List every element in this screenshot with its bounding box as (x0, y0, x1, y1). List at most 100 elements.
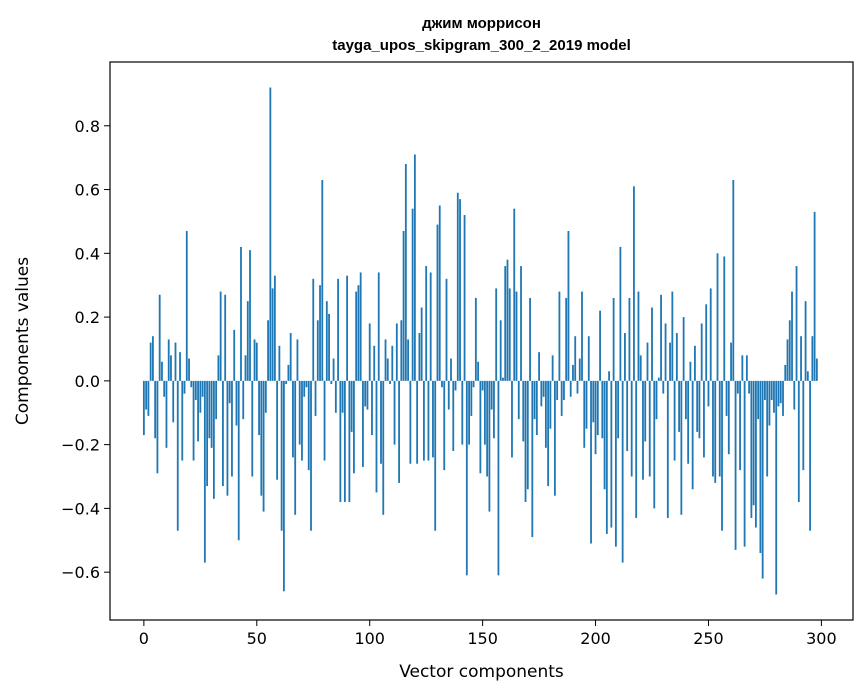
bar (761, 380, 764, 579)
bar (328, 313, 330, 381)
bar (678, 380, 681, 432)
bar (273, 275, 276, 381)
bar (741, 355, 744, 381)
bar (226, 380, 229, 496)
bar (479, 380, 482, 474)
bar (470, 380, 473, 416)
bar (219, 291, 222, 381)
bar (594, 380, 597, 455)
bar (558, 291, 561, 381)
bar (355, 291, 358, 381)
bar (203, 380, 206, 563)
bar (612, 297, 615, 381)
bar (495, 288, 498, 381)
bar (608, 371, 610, 381)
bar (531, 380, 534, 538)
bar (285, 380, 288, 385)
bar (730, 342, 732, 381)
bar (567, 230, 570, 381)
bar (461, 380, 464, 445)
bar (585, 380, 588, 429)
bar (199, 380, 202, 413)
bar (407, 339, 410, 381)
bar (296, 339, 299, 381)
bar (262, 380, 265, 512)
bar (660, 294, 662, 381)
bar (515, 291, 518, 381)
bar (642, 380, 644, 480)
bar (486, 380, 489, 477)
bar (319, 285, 321, 381)
bar (416, 380, 419, 464)
bar (271, 288, 274, 381)
bar (152, 336, 154, 381)
bar (705, 304, 708, 381)
bar (605, 380, 608, 534)
bar (179, 352, 181, 381)
bar (721, 380, 723, 531)
bar (511, 380, 513, 458)
bar (481, 380, 484, 391)
bar (276, 380, 279, 480)
bar (454, 380, 457, 391)
bar (294, 380, 297, 515)
bar (689, 361, 692, 381)
bar (411, 208, 414, 381)
bar (447, 380, 450, 410)
bar (502, 377, 504, 381)
bar (477, 361, 480, 381)
bar (371, 380, 373, 436)
bar (307, 380, 310, 471)
bar (450, 358, 452, 381)
bar (201, 380, 204, 397)
bar (253, 339, 256, 381)
bar (264, 380, 267, 413)
bar (185, 230, 188, 381)
bar (194, 380, 197, 400)
bar (224, 294, 227, 381)
bar (212, 380, 215, 499)
y-tick-label: −0.2 (61, 436, 100, 455)
bar (395, 323, 398, 381)
bar (493, 380, 495, 439)
bar (648, 380, 651, 477)
bar (292, 380, 294, 458)
bar (483, 380, 486, 445)
y-tick-label: −0.6 (61, 563, 100, 582)
bar (619, 246, 622, 381)
bar (533, 380, 536, 420)
bar (321, 179, 324, 381)
bar (359, 272, 362, 381)
bar (348, 380, 351, 503)
bar (759, 380, 762, 554)
bar (707, 380, 710, 407)
bar (675, 333, 678, 381)
bar (775, 380, 778, 595)
bar (806, 371, 809, 381)
bar (305, 380, 308, 388)
bar (651, 307, 653, 381)
bar (156, 380, 159, 474)
bar (402, 230, 405, 381)
bar (350, 380, 353, 432)
bar (434, 380, 437, 531)
bar (298, 380, 301, 445)
bar (282, 380, 285, 592)
bar (691, 380, 694, 490)
bar (628, 297, 631, 381)
bar (497, 380, 500, 576)
bar (786, 339, 789, 381)
bar (310, 380, 312, 531)
bar (637, 291, 640, 381)
bar (599, 310, 601, 381)
bar (217, 355, 220, 381)
bar (743, 380, 746, 547)
bar (237, 380, 240, 541)
bar (770, 380, 773, 400)
bar (384, 339, 387, 381)
bar (655, 380, 658, 420)
bar (750, 380, 753, 518)
bar (183, 380, 186, 394)
bar (197, 380, 199, 442)
bar (779, 380, 782, 404)
